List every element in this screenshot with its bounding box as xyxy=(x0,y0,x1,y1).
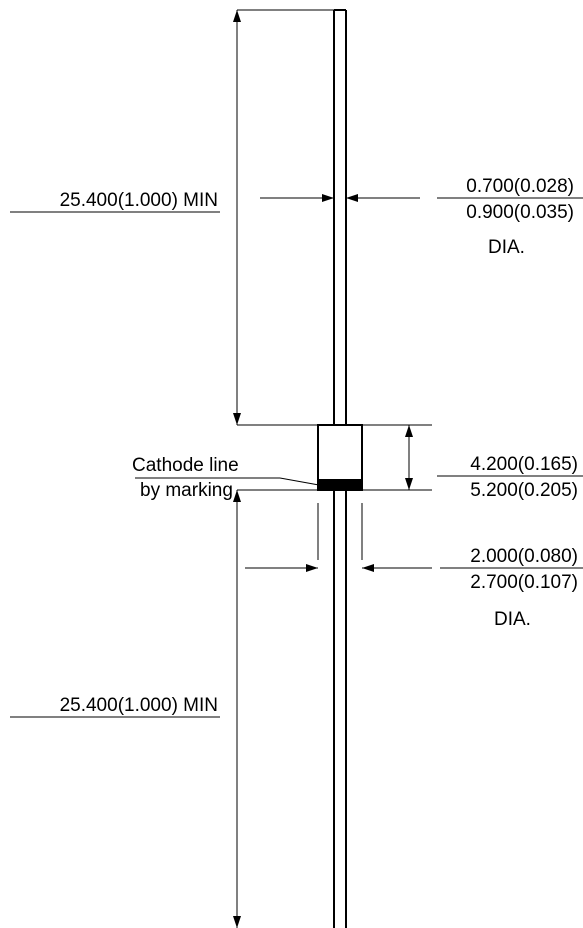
bottom-lead-length-dimension xyxy=(10,490,241,928)
body-diameter-suffix: DIA. xyxy=(494,609,531,630)
top-lead-length-dimension xyxy=(10,10,241,425)
body-length-min: 4.200(0.165) xyxy=(470,454,578,475)
body-length-max: 5.200(0.205) xyxy=(470,480,578,501)
bottom-lead-length-label: 25.400(1.000) MIN xyxy=(60,695,218,716)
top-lead-length-label: 25.400(1.000) MIN xyxy=(60,190,218,211)
top-lead-diameter-max: 0.900(0.035) xyxy=(466,202,574,223)
cathode-label-line1: Cathode line xyxy=(132,455,239,476)
cathode-callout xyxy=(135,477,331,489)
body-length-dimension xyxy=(405,425,583,490)
top-lead-diameter-suffix: DIA. xyxy=(488,237,525,258)
body-diameter-max: 2.700(0.107) xyxy=(470,572,578,593)
top-lead-diameter-min: 0.700(0.028) xyxy=(466,176,574,197)
cathode-band xyxy=(318,479,362,490)
component-outline xyxy=(317,9,363,928)
extension-lines xyxy=(237,9,432,560)
body-diameter-min: 2.000(0.080) xyxy=(470,546,578,567)
cathode-label-line2: by marking xyxy=(140,480,233,501)
